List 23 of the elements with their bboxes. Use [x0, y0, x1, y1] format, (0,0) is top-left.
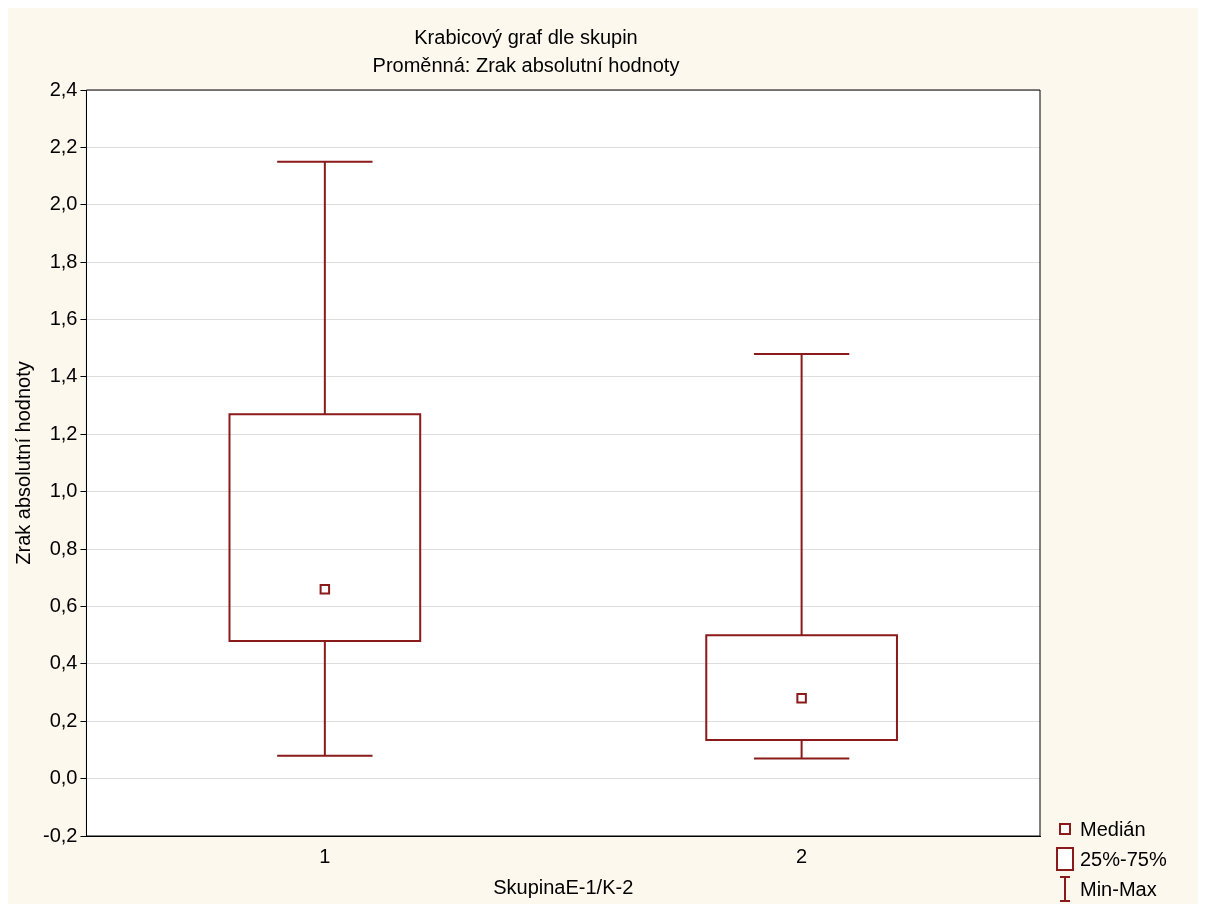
- y-tick-label: 2,4: [49, 77, 78, 100]
- y-tick-label: 2,0: [49, 192, 78, 215]
- y-tick-label: 2,2: [49, 134, 78, 157]
- x-tick-label: 1: [319, 844, 331, 867]
- y-tick-label: 0,4: [49, 651, 78, 674]
- text: Medián: [1080, 817, 1146, 841]
- y-tick-label: 1,8: [49, 249, 78, 272]
- y-tick-label: 1,2: [49, 421, 78, 444]
- y-tick-label: 0,2: [49, 708, 78, 731]
- y-tick-label: 0,8: [49, 536, 78, 559]
- y-tick-label: 0,6: [49, 593, 78, 616]
- y-axis-title: Zrak absolutní hodnoty: [11, 361, 34, 565]
- x-axis-title: SkupinaE-1/K-2: [493, 875, 634, 898]
- y-tick-label: 1,0: [49, 479, 78, 502]
- y-tick-label: 0,0: [49, 766, 78, 789]
- y-tick-label: 1,6: [49, 307, 78, 330]
- chart-title: Krabicový graf dle skupin: [414, 25, 638, 48]
- text: Min-Max: [1080, 877, 1157, 901]
- text: 25%-75%: [1080, 847, 1167, 871]
- chart-subtitle: Proměnná: Zrak absolutní hodnoty: [372, 53, 680, 76]
- y-tick-label: 1,4: [49, 364, 78, 387]
- y-tick-label: -0,2: [42, 823, 78, 846]
- x-tick-label: 2: [796, 844, 808, 867]
